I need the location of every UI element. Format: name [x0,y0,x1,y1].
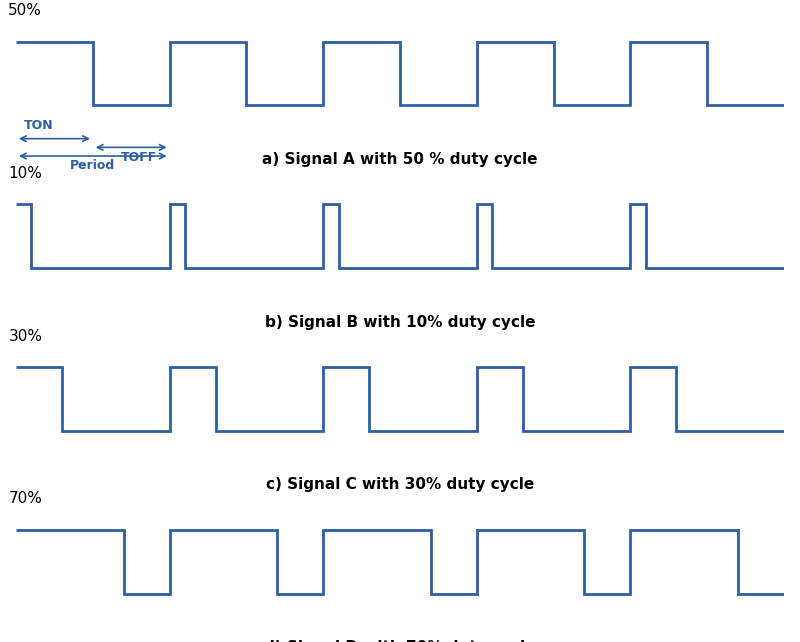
Text: TOFF: TOFF [121,151,157,164]
Text: 70%: 70% [8,492,42,507]
Text: TON: TON [24,119,54,132]
Text: 30%: 30% [8,329,42,343]
Text: b) Signal B with 10% duty cycle: b) Signal B with 10% duty cycle [265,315,535,329]
Text: 10%: 10% [8,166,42,181]
Text: d) Signal D with 70% duty cycle: d) Signal D with 70% duty cycle [264,640,536,642]
Text: 50%: 50% [8,3,42,18]
Text: Period: Period [70,159,115,172]
Text: c) Signal C with 30% duty cycle: c) Signal C with 30% duty cycle [266,478,534,492]
Text: a) Signal A with 50 % duty cycle: a) Signal A with 50 % duty cycle [262,152,538,167]
